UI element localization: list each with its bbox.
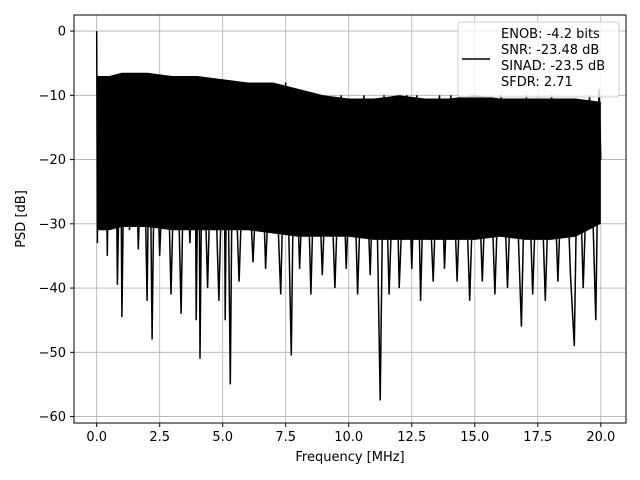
x-axis-label: Frequency [MHz]	[295, 450, 404, 465]
y-tick-label: −10	[39, 89, 66, 104]
legend-box	[457, 21, 620, 98]
y-tick-label: −50	[39, 346, 66, 361]
x-tick-label: 2.5	[149, 430, 170, 445]
y-tick-label: −20	[39, 153, 66, 168]
plot-area	[95, 31, 602, 401]
x-tick-label: 15.0	[460, 430, 489, 445]
y-axis-ticks: 0 −10 −20 −30 −40 −50 −60	[39, 25, 74, 425]
x-tick-label: 17.5	[523, 430, 552, 445]
legend-entry: SNR: -23.48 dB	[501, 43, 599, 58]
axes-frame	[73, 14, 627, 424]
legend-entry: ENOB: -4.2 bits	[501, 27, 600, 42]
legend-entry: SFDR: 2.71	[501, 75, 573, 90]
y-tick-label: −60	[39, 410, 66, 425]
legend-entry: SINAD: -23.5 dB	[501, 59, 605, 74]
y-tick-label: −30	[39, 217, 66, 232]
x-tick-label: 0.0	[86, 430, 107, 445]
x-axis-ticks: 0.0 2.5 5.0 7.5 10.0 12.5 15.0 17.5 20.0	[86, 423, 615, 445]
x-tick-label: 7.5	[275, 430, 296, 445]
x-tick-label: 5.0	[212, 430, 233, 445]
y-axis-label: PSD [dB]	[14, 190, 29, 248]
x-tick-label: 20.0	[586, 430, 615, 445]
x-tick-label: 12.5	[397, 430, 426, 445]
y-tick-label: 0	[58, 25, 66, 40]
x-tick-label: 10.0	[334, 430, 363, 445]
y-tick-label: −40	[39, 282, 66, 297]
psd-series-line	[95, 31, 602, 401]
